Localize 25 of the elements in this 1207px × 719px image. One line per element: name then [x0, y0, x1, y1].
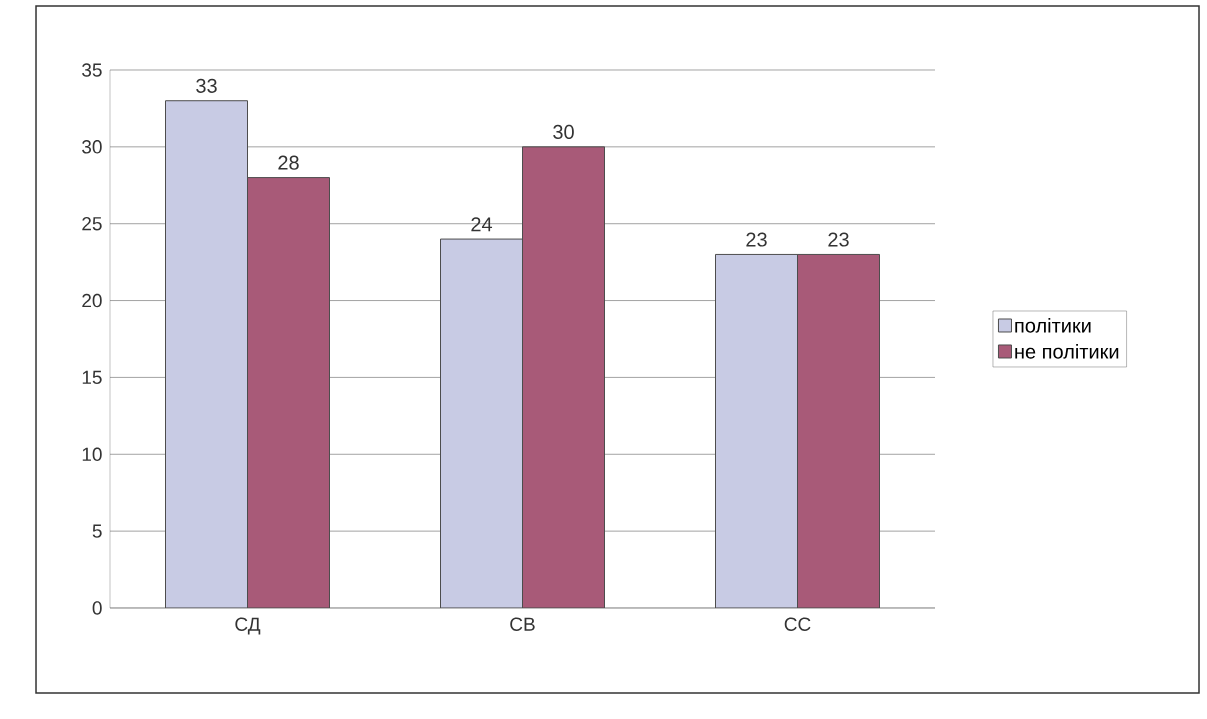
legend-label: не політики	[1015, 343, 1119, 359]
x-tick-label: СС	[784, 617, 811, 631]
data-label: 33	[196, 78, 217, 93]
legend-label: політики	[1015, 318, 1091, 333]
bar	[165, 100, 249, 608]
data-label: 24	[471, 217, 493, 232]
data-label: 23	[828, 232, 849, 247]
y-tick-label: 20	[82, 293, 102, 308]
bar	[715, 253, 799, 608]
bar	[797, 253, 881, 608]
y-tick-label: 0	[92, 601, 102, 615]
y-tick-label: 35	[82, 63, 102, 77]
y-tick-label: 5	[92, 524, 102, 538]
y-tick-label: 15	[82, 370, 102, 385]
data-label: 30	[553, 124, 574, 140]
data-label: 28	[278, 155, 299, 170]
data-label: 23	[746, 232, 767, 247]
bar	[247, 177, 331, 608]
x-tick-label: СД	[235, 617, 261, 635]
y-tick-label: 30	[82, 140, 102, 154]
bar	[522, 146, 606, 608]
bar	[440, 238, 524, 608]
y-tick-label: 10	[82, 447, 102, 461]
x-tick-label: СВ	[510, 617, 535, 631]
y-tick-label: 25	[82, 216, 102, 231]
